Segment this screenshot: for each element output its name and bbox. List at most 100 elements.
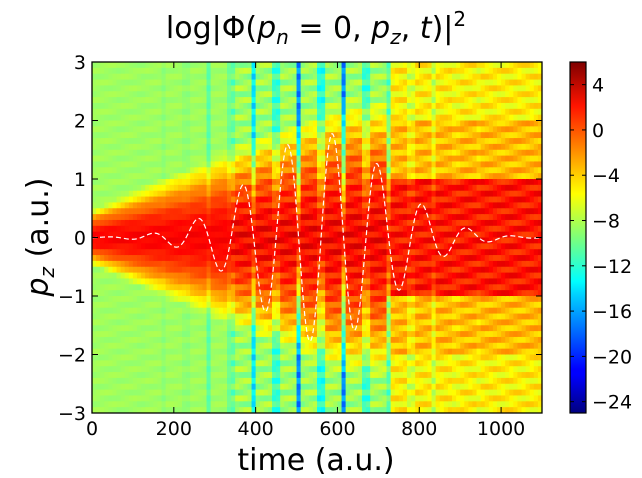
heatmap-cell [92,143,97,151]
heatmap-cell [325,260,330,268]
heatmap-cell [124,190,130,198]
heatmap-cell [259,307,265,315]
heatmap-cell [304,383,310,391]
heatmap-cell [137,208,142,215]
heatmap-cell [349,331,355,338]
heatmap-cell [353,395,359,402]
heatmap-cell [132,97,138,104]
heatmap-cell [317,208,322,215]
heatmap-cell [137,336,142,344]
heatmap-cell [104,138,109,145]
heatmap-cell [341,179,347,186]
heatmap-cell [292,208,298,215]
heatmap-cell [145,290,150,297]
heatmap-cell [128,389,134,397]
heatmap-cell [398,231,404,239]
heatmap-cell [407,161,412,168]
heatmap-cell [92,284,97,291]
heatmap-cell [267,249,273,256]
heatmap-cell [108,62,114,69]
heatmap-cell [96,325,101,332]
heatmap-cell [251,377,257,385]
heatmap-cell [353,296,359,303]
heatmap-cell [141,366,146,373]
heatmap-cell [173,342,179,350]
heatmap-cell [227,301,232,309]
heatmap-cell [411,401,416,408]
heatmap-cell [116,401,122,408]
heatmap-cell [157,272,163,280]
heatmap-cell [112,336,118,344]
heatmap-cell [231,214,236,221]
heatmap-cell [243,325,249,332]
heatmap-cell [267,132,273,139]
heatmap-cell [214,301,220,309]
heatmap-cell [227,173,232,180]
heatmap-cell [394,366,400,373]
heatmap-cell [165,190,171,198]
heatmap-cell [415,225,420,233]
heatmap-cell [222,149,228,157]
heatmap-cell [300,126,306,133]
heatmap-cell [394,67,400,75]
heatmap-cell [153,383,159,391]
heatmap-cell [96,85,101,92]
heatmap-cell [415,366,420,373]
heatmap-cell [329,79,334,86]
heatmap-cell [165,179,171,186]
heatmap-cell [419,62,424,69]
heatmap-cell [259,196,265,203]
heatmap-cell [419,395,424,402]
heatmap-cell [292,219,298,227]
heatmap-cell [227,377,232,385]
heatmap-cell [222,167,228,174]
heatmap-cell [263,336,269,344]
heatmap-cell [390,102,396,110]
heatmap-cell [317,161,322,168]
heatmap-cell [304,296,310,303]
heatmap-cell [382,325,388,332]
heatmap-cell [407,126,412,133]
heatmap-cell [398,401,404,408]
heatmap-cell [312,155,318,163]
heatmap-cell [296,301,302,309]
heatmap-cell [362,266,367,274]
heatmap-cell [259,149,265,157]
heatmap-cell [96,184,101,192]
heatmap-cell [284,383,289,391]
heatmap-cell [378,97,384,104]
heatmap-cell [145,401,150,408]
heatmap-cell [370,184,375,192]
heatmap-cell [128,202,134,209]
heatmap-cell [100,249,105,256]
heatmap-cell [214,143,220,151]
heatmap-cell [362,143,367,151]
heatmap-cell [374,407,379,413]
heatmap-cell [169,325,175,332]
heatmap-cell [374,108,379,116]
heatmap-cell [386,331,392,338]
heatmap-cell [108,108,114,116]
heatmap-cell [374,377,379,385]
heatmap-cell [267,301,273,309]
heatmap-cell [235,190,240,198]
heatmap-cell [145,260,150,268]
heatmap-cell [165,377,171,385]
heatmap-cell [206,85,212,92]
heatmap-cell [321,67,326,75]
heatmap-cell [173,389,179,397]
heatmap-cell [337,325,343,332]
heatmap-cell [423,79,429,86]
heatmap-cell [104,325,109,332]
heatmap-cell [222,372,228,379]
heatmap-cell [300,255,306,262]
heatmap-cell [308,79,314,86]
heatmap-cell [255,114,261,122]
heatmap-cell [104,62,109,69]
heatmap-cell [296,73,302,81]
heatmap-cell [349,108,355,116]
heatmap-cell [333,348,339,356]
heatmap-cell [353,62,359,69]
heatmap-cell [296,389,302,397]
heatmap-cell [153,296,159,303]
